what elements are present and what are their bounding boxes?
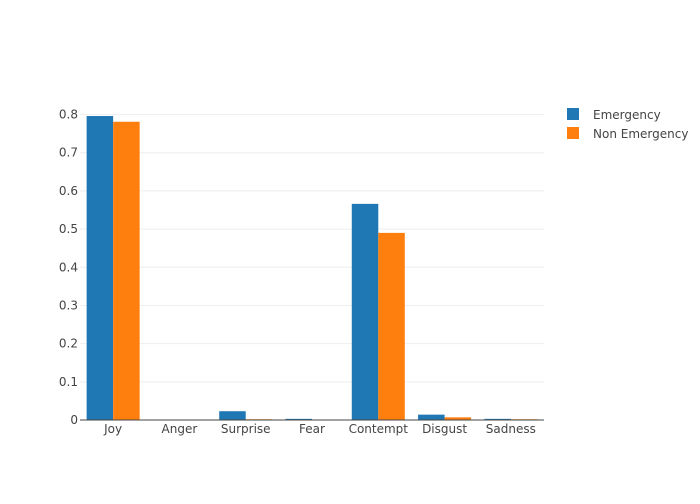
y-tick-label: 0.3 <box>59 298 78 312</box>
legend-label: Emergency <box>593 108 661 122</box>
legend[interactable]: Emergency Non Emergency <box>567 108 688 141</box>
y-tick-label: 0.5 <box>59 222 78 236</box>
legend-item-non-emergency[interactable]: Non Emergency <box>567 127 688 141</box>
y-tick-label: 0 <box>70 413 78 427</box>
y-tick-label: 0.8 <box>59 108 78 122</box>
bar-emergency-contempt[interactable] <box>352 204 379 420</box>
y-tick-label: 0.2 <box>59 337 78 351</box>
bar-emergency-disgust[interactable] <box>418 415 445 420</box>
legend-swatch <box>567 127 579 139</box>
bar-emergency-surprise[interactable] <box>219 411 246 420</box>
x-tick-label: Anger <box>162 422 198 436</box>
bars <box>87 116 538 420</box>
x-tick-label: Contempt <box>349 422 409 436</box>
y-tick-label: 0.1 <box>59 375 78 389</box>
bar-non-emergency-contempt[interactable] <box>378 233 405 420</box>
legend-label: Non Emergency <box>593 127 688 141</box>
x-tick-label: Joy <box>103 422 122 436</box>
x-tick-label: Fear <box>299 422 325 436</box>
legend-swatch <box>567 108 579 120</box>
x-tick-label: Disgust <box>422 422 467 436</box>
gridlines <box>80 115 544 382</box>
legend-item-emergency[interactable]: Emergency <box>567 108 661 122</box>
x-tick-label: Surprise <box>221 422 271 436</box>
y-tick-label: 0.4 <box>59 260 78 274</box>
bar-non-emergency-joy[interactable] <box>113 122 140 420</box>
y-tick-label: 0.6 <box>59 184 78 198</box>
y-tick-label: 0.7 <box>59 146 78 160</box>
bar-emergency-joy[interactable] <box>87 116 114 420</box>
x-tick-label: Sadness <box>486 422 536 436</box>
